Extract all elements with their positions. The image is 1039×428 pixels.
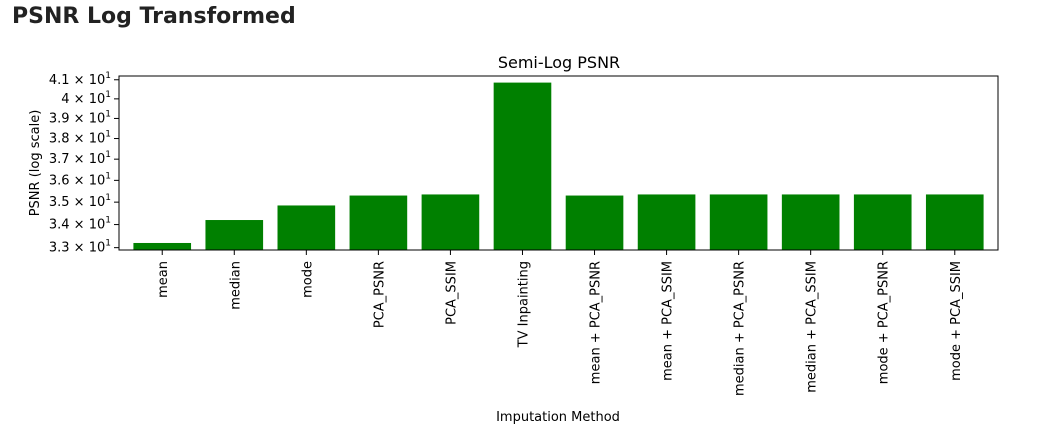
x-tick-label: mean + PCA_PSNR: [589, 261, 604, 384]
y-tick-base: 10: [89, 152, 106, 167]
y-tick-exponent: 1: [105, 90, 111, 100]
y-tick-times: ×: [70, 92, 89, 107]
bar: [349, 195, 408, 250]
bar: [133, 242, 192, 250]
y-tick-exponent: 1: [105, 193, 111, 203]
y-tick-times: ×: [70, 218, 89, 233]
bar: [709, 194, 768, 250]
bar: [205, 220, 264, 250]
y-tick-times: ×: [70, 132, 89, 147]
x-tick-label: mode + PCA_SSIM: [949, 261, 964, 381]
bar: [421, 194, 480, 250]
y-tick-base: 10: [89, 173, 106, 188]
y-tick-times: ×: [70, 111, 89, 126]
y-tick-exponent: 1: [105, 171, 111, 181]
x-tick-label: mean: [156, 261, 171, 298]
bar: [925, 194, 984, 250]
bar: [637, 194, 696, 250]
y-tick-exponent: 1: [105, 71, 111, 81]
y-tick-label: 3.6 × 101: [49, 171, 111, 188]
chart-title: Semi-Log PSNR: [498, 53, 620, 72]
x-tick-label: median + PCA_SSIM: [805, 261, 820, 393]
bar: [853, 194, 912, 250]
y-tick-exponent: 1: [105, 216, 111, 226]
y-tick-mantissa: 3.5: [49, 195, 70, 210]
bar: [781, 194, 840, 250]
y-tick-mantissa: 4.1: [49, 73, 70, 88]
page-heading: PSNR Log Transformed: [12, 4, 296, 29]
x-tick-label: TV Inpainting: [516, 261, 531, 348]
y-tick-mantissa: 3.8: [49, 132, 70, 147]
x-tick-label: mode: [300, 261, 315, 298]
y-tick-times: ×: [70, 152, 89, 167]
y-axis-label: PSNR (log scale): [28, 110, 43, 217]
x-tick-label: mode + PCA_PSNR: [877, 261, 892, 384]
y-tick-label: 4 × 101: [61, 90, 111, 107]
y-tick-times: ×: [70, 241, 89, 256]
y-tick-label: 3.4 × 101: [49, 216, 111, 233]
y-tick-exponent: 1: [105, 150, 111, 160]
plot-frame: [118, 75, 999, 251]
y-tick-label: 4.1 × 101: [49, 71, 111, 88]
y-tick-exponent: 1: [105, 239, 111, 249]
y-tick-mantissa: 3.9: [49, 111, 70, 126]
x-tick-label: median: [228, 261, 243, 310]
x-tick-label: PCA_PSNR: [372, 261, 387, 328]
bar: [565, 195, 624, 250]
y-tick-base: 10: [89, 241, 106, 256]
x-axis-ticks: mean median mode PCA_PSNR PCA_SSIM TV Inpaint…: [156, 250, 964, 396]
y-tick-base: 10: [89, 73, 106, 88]
x-axis-label: Imputation Method: [496, 410, 620, 425]
y-tick-exponent: 1: [105, 109, 111, 119]
y-tick-times: ×: [70, 73, 89, 88]
y-tick-times: ×: [70, 173, 89, 188]
y-tick-label: 3.5 × 101: [49, 193, 111, 210]
y-tick-exponent: 1: [105, 130, 111, 140]
y-tick-base: 10: [89, 195, 106, 210]
y-tick-label: 3.9 × 101: [49, 109, 111, 126]
y-tick-mantissa: 3.7: [49, 152, 70, 167]
y-tick-base: 10: [89, 218, 106, 233]
y-tick-mantissa: 3.6: [49, 173, 70, 188]
x-tick-label: PCA_SSIM: [444, 261, 459, 325]
y-tick-mantissa: 3.4: [49, 218, 70, 233]
y-tick-base: 10: [89, 132, 106, 147]
y-tick-mantissa: 3.3: [49, 241, 70, 256]
x-tick-label: mean + PCA_SSIM: [661, 261, 676, 381]
bars: [133, 82, 984, 250]
bar: [493, 82, 552, 250]
y-tick-label: 3.8 × 101: [49, 130, 111, 147]
y-tick-base: 10: [89, 92, 106, 107]
x-tick-label: median + PCA_PSNR: [733, 261, 748, 396]
bar: [277, 205, 336, 250]
y-tick-base: 10: [89, 111, 106, 126]
y-tick-times: ×: [70, 195, 89, 210]
y-tick-label: 3.7 × 101: [49, 150, 111, 167]
y-tick-mantissa: 4: [61, 92, 69, 107]
y-tick-label: 3.3 × 101: [49, 239, 111, 256]
